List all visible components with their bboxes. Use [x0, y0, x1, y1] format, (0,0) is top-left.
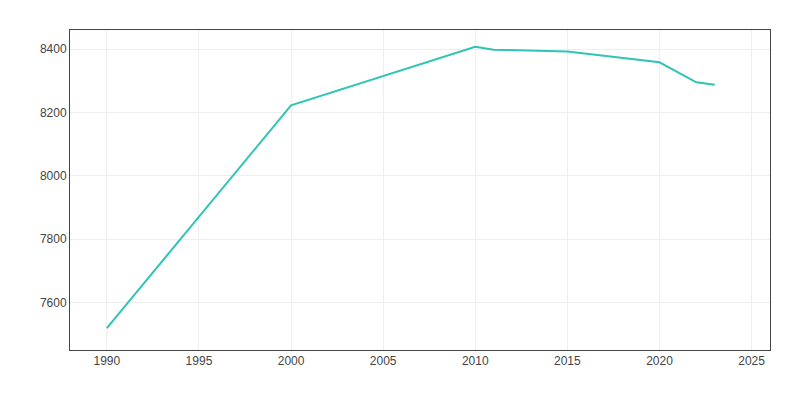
- svg-text:2010: 2010: [462, 354, 489, 368]
- svg-text:1995: 1995: [186, 354, 213, 368]
- svg-text:7800: 7800: [40, 232, 67, 246]
- svg-text:8000: 8000: [40, 169, 67, 183]
- svg-text:1990: 1990: [93, 354, 120, 368]
- svg-text:2000: 2000: [278, 354, 305, 368]
- svg-text:7600: 7600: [40, 296, 67, 310]
- svg-text:2015: 2015: [554, 354, 581, 368]
- svg-text:2025: 2025: [738, 354, 765, 368]
- svg-text:8400: 8400: [40, 42, 67, 56]
- svg-text:2020: 2020: [646, 354, 673, 368]
- svg-text:2005: 2005: [370, 354, 397, 368]
- svg-text:8200: 8200: [40, 106, 67, 120]
